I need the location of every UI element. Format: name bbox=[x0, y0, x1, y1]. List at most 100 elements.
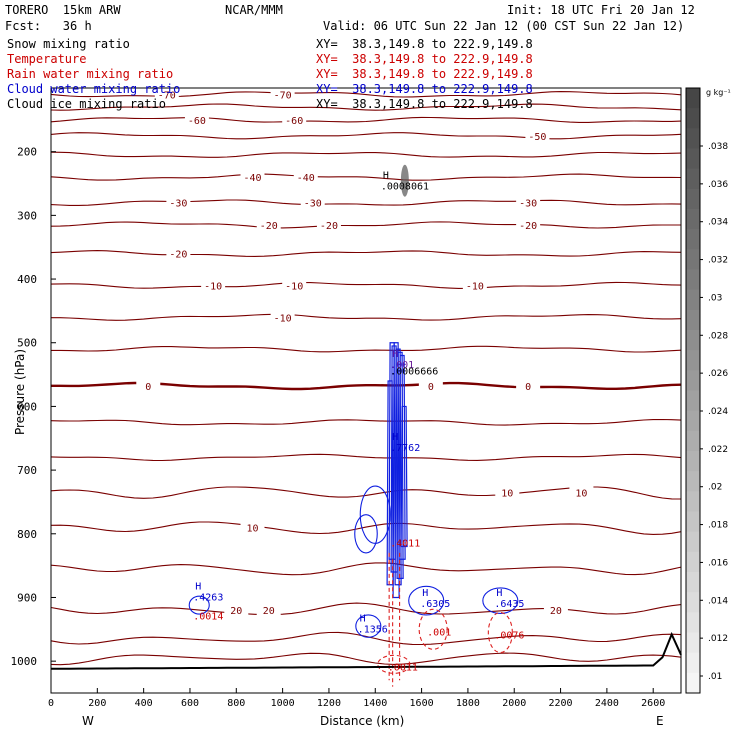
isotherm-line bbox=[50, 602, 682, 616]
isotherm-label-bg bbox=[543, 604, 568, 617]
y-tick-label: 200 bbox=[17, 146, 37, 159]
colorbar-label: .02 bbox=[708, 483, 722, 493]
isotherm-label: 0 bbox=[428, 382, 434, 393]
cloud-water-contour bbox=[188, 595, 210, 615]
colorbar-cell bbox=[686, 269, 700, 291]
colorbar-cell bbox=[686, 410, 700, 432]
extremum-mark: H bbox=[195, 581, 201, 592]
isotherm-label-bg bbox=[240, 521, 265, 534]
colorbar-label: .038 bbox=[708, 142, 728, 152]
isotherm-label: -20 bbox=[260, 221, 278, 232]
colorbar-label: .032 bbox=[708, 256, 728, 266]
isotherm-label: 20 bbox=[263, 606, 275, 617]
isotherm-line bbox=[50, 151, 682, 158]
isotherm-label-bg bbox=[462, 279, 487, 292]
extremum-value: .4011 bbox=[390, 538, 420, 549]
x-tick-label: 600 bbox=[181, 698, 199, 709]
isotherm-label: -10 bbox=[274, 313, 292, 324]
colorbar-cell bbox=[686, 451, 700, 472]
x-axis-east-label: E bbox=[656, 714, 664, 728]
x-tick-label: 1000 bbox=[271, 698, 295, 709]
field-xy-snow: XY= 38.3,149.8 to 222.9,149.8 bbox=[316, 37, 533, 51]
colorbar-label: .03 bbox=[708, 293, 722, 303]
isotherm-label: -20 bbox=[169, 250, 187, 261]
isotherm-label-bg bbox=[495, 486, 520, 499]
colorbar-cell bbox=[686, 531, 700, 553]
colorbar-label: .024 bbox=[708, 407, 728, 417]
snow-shading bbox=[400, 164, 409, 197]
isotherm-label: 10 bbox=[246, 523, 258, 534]
isotherm-label-bg bbox=[270, 88, 295, 101]
cloud-water-contour bbox=[354, 514, 378, 554]
x-tick-label: 1200 bbox=[317, 698, 341, 709]
isotherm-label: 10 bbox=[575, 488, 587, 499]
isotherm-label-bg bbox=[418, 380, 443, 393]
isotherm-label: 20 bbox=[550, 606, 562, 617]
y-axis-label: Pressure (hPa) bbox=[13, 348, 27, 436]
cloud-water-contour bbox=[398, 354, 406, 560]
colorbar-label: .028 bbox=[708, 331, 728, 341]
y-tick-label: 1000 bbox=[11, 655, 38, 668]
extremum-value: .7762 bbox=[390, 443, 420, 454]
rain-water-contour bbox=[418, 608, 448, 650]
isotherm-label-bg bbox=[516, 380, 541, 393]
extremum-value: .0008061 bbox=[381, 182, 429, 193]
extremum-value: .6435 bbox=[494, 599, 524, 610]
colorbar-cell bbox=[686, 168, 700, 190]
field-name-cloud-water: Cloud water mixing ratio bbox=[7, 82, 181, 96]
isotherm-line bbox=[50, 103, 682, 111]
colorbar-cell bbox=[686, 370, 700, 391]
colorbar-cell bbox=[686, 592, 700, 613]
extremum-value: .001 bbox=[390, 360, 414, 371]
colorbar-cell bbox=[686, 572, 700, 593]
x-tick-label: 2600 bbox=[641, 698, 665, 709]
plot-frame bbox=[50, 87, 682, 694]
extremum-value: .0011 bbox=[388, 663, 418, 674]
isotherm-label-bg bbox=[166, 196, 191, 209]
colorbar-label: .036 bbox=[708, 180, 728, 190]
field-xy-cloud-ice: XY= 38.3,149.8 to 222.9,149.8 bbox=[316, 97, 533, 111]
field-name-temperature: Temperature bbox=[7, 52, 87, 66]
isotherm-line bbox=[50, 562, 682, 576]
y-tick-label: 400 bbox=[17, 273, 37, 286]
isotherm-label-bg bbox=[201, 279, 226, 292]
isotherm-label: -60 bbox=[285, 116, 303, 127]
x-tick-label: 2000 bbox=[502, 698, 526, 709]
isotherm-line bbox=[50, 418, 682, 426]
isotherm-label-bg bbox=[516, 218, 541, 231]
extremum-value: .0076 bbox=[494, 631, 524, 642]
valid-time: Valid: 06 UTC Sun 22 Jan 12 (00 CST Sun … bbox=[323, 19, 685, 33]
isotherm-label: -50 bbox=[528, 132, 546, 143]
extremum-value: .6305 bbox=[420, 599, 450, 610]
colorbar-cell bbox=[686, 188, 700, 210]
isotherm-label: -30 bbox=[519, 199, 537, 210]
x-tick-label: 1800 bbox=[456, 698, 480, 709]
isotherm-line bbox=[50, 221, 681, 229]
extremum-mark: H bbox=[360, 613, 366, 624]
x-axis-label: Distance (km) bbox=[320, 714, 405, 728]
isotherm-label-bg bbox=[270, 311, 295, 324]
isotherm-label: -70 bbox=[274, 90, 292, 101]
colorbar-cell bbox=[686, 430, 700, 452]
colorbar-cell bbox=[686, 390, 700, 412]
cloud-water-contour bbox=[396, 351, 404, 579]
extremum-mark: H bbox=[422, 588, 428, 599]
center-title: NCAR/MMM bbox=[225, 3, 283, 17]
field-name-cloud-ice: Cloud ice mixing ratio bbox=[7, 97, 166, 111]
colorbar-cell bbox=[686, 209, 700, 230]
isotherm-line bbox=[50, 521, 682, 535]
field-name-snow: Snow mixing ratio bbox=[7, 37, 130, 51]
colorbar-label: .026 bbox=[708, 369, 728, 379]
x-tick-label: 1600 bbox=[410, 698, 434, 709]
isotherm-line bbox=[50, 631, 682, 646]
isotherm-label-bg bbox=[184, 113, 209, 126]
isotherm-line bbox=[51, 313, 682, 321]
cloud-water-contour bbox=[408, 585, 445, 616]
colorbar-cell bbox=[686, 128, 700, 149]
isotherm-label: -70 bbox=[158, 90, 176, 101]
forecast-hour: Fcst: 36 h bbox=[5, 19, 92, 33]
x-axis-west-label: W bbox=[82, 714, 94, 728]
colorbar-cell bbox=[686, 289, 700, 311]
isotherm-label-bg bbox=[256, 604, 281, 617]
